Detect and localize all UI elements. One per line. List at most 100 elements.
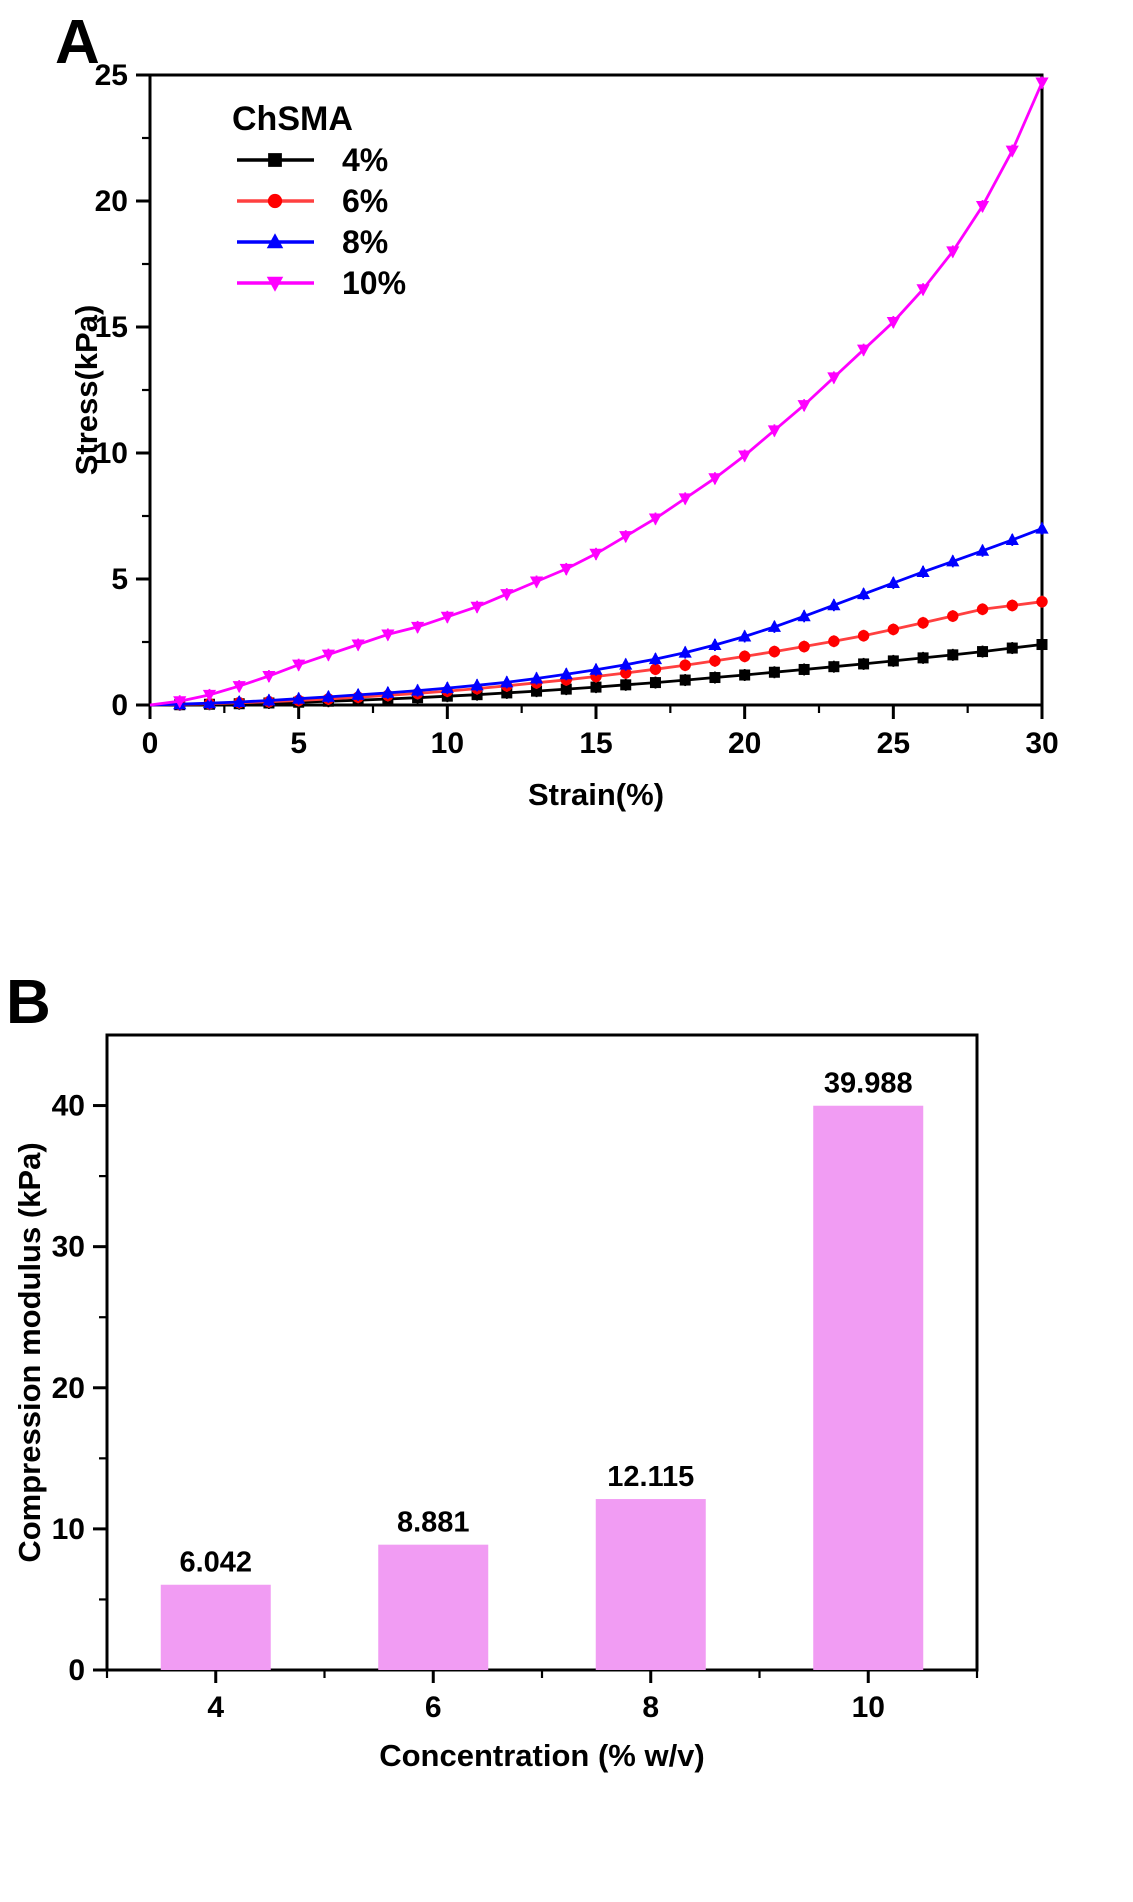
marker-triangle-up	[202, 696, 217, 709]
x-tick-label: 20	[728, 727, 761, 760]
series-6%	[149, 595, 1048, 711]
marker-triangle-up	[857, 587, 871, 600]
legend-title: ChSMA	[232, 100, 353, 138]
marker-triangle-up	[1005, 532, 1019, 545]
marker-triangle-up	[678, 645, 692, 658]
bar-6	[378, 1544, 489, 1670]
x-tick-label: 0	[142, 727, 159, 760]
axes-ticks: 0 10 20 30 40 4 6 8 10	[52, 1090, 979, 1724]
marker-triangle-up	[500, 675, 514, 688]
y-tick-label: 10	[52, 1513, 85, 1546]
marker-square	[590, 681, 602, 693]
marker-triangle-up	[827, 598, 841, 611]
marker-square	[1036, 639, 1048, 651]
marker-square	[858, 658, 870, 670]
marker-triangle-down	[946, 246, 960, 259]
marker-circle	[649, 663, 662, 675]
marker-triangle-down	[1005, 145, 1019, 158]
marker-triangle-down	[589, 548, 603, 561]
marker-triangle-down	[202, 689, 217, 702]
marker-triangle-up	[619, 657, 633, 670]
marker-square	[828, 661, 840, 673]
marker-triangle-up	[559, 667, 573, 680]
y-axis-title: Stress(kPa)	[69, 305, 104, 476]
marker-triangle-up	[529, 671, 544, 684]
marker-square	[768, 666, 780, 678]
marker-triangle-down	[975, 201, 990, 214]
marker-square	[947, 649, 959, 661]
marker-circle	[1006, 599, 1018, 612]
marker-circle	[828, 635, 840, 647]
marker-triangle-up	[916, 564, 930, 577]
series-line	[149, 82, 1044, 707]
marker-triangle-up	[470, 678, 484, 691]
legend-label: 4%	[342, 142, 388, 178]
marker-circle	[267, 193, 283, 209]
x-tick-label: 25	[877, 727, 910, 760]
marker-triangle-down	[232, 681, 246, 694]
marker-triangle-up	[351, 687, 365, 700]
marker-circle	[798, 640, 810, 653]
marker-square	[501, 687, 513, 699]
stress-strain-line-chart: 0 5 10 15 20 25 30 0 5 10 15 20 25 Strain(%) Stress(kP…	[69, 59, 1059, 812]
y-tick-label: 40	[52, 1090, 85, 1123]
x-tick-label: 5	[290, 727, 307, 760]
marker-circle	[887, 623, 900, 636]
marker-triangle-down	[351, 639, 365, 652]
y-tick-label: 10	[95, 437, 128, 470]
marker-triangle-up	[1035, 521, 1049, 534]
bar-value-label: 6.042	[179, 1547, 252, 1579]
marker-circle	[738, 650, 751, 663]
y-tick-label: 15	[95, 311, 128, 344]
y-tick-label: 20	[95, 185, 128, 218]
bar-value-label: 39.988	[824, 1068, 913, 1100]
marker-triangle-down	[381, 629, 395, 642]
marker-square	[887, 655, 899, 667]
marker-triangle-down	[262, 671, 276, 684]
marker-square	[917, 652, 929, 664]
marker-triangle-down	[738, 450, 752, 463]
marker-triangle-up	[381, 685, 395, 698]
bar-10	[813, 1105, 924, 1670]
marker-triangle-up	[411, 683, 425, 696]
marker-square	[679, 674, 691, 686]
marker-triangle-up	[648, 652, 663, 665]
marker-circle	[620, 667, 632, 679]
marker-triangle-down	[767, 425, 781, 438]
bar-8	[595, 1499, 706, 1670]
marker-triangle-down	[797, 400, 811, 413]
panel-b-label: B	[6, 968, 51, 1037]
marker-triangle-down	[857, 344, 871, 357]
y-tick-label: 30	[52, 1231, 85, 1264]
marker-square	[709, 672, 721, 684]
legend-label: 8%	[342, 224, 388, 260]
marker-circle	[1036, 595, 1048, 608]
legend: ChSMA 4% 6% 8% 10%	[232, 100, 406, 301]
compression-modulus-bar-chart: 0 10 20 30 40 4 6 8 10 6.042 8.881 12.115 39.988 Conc…	[12, 1033, 979, 1773]
marker-triangle-up	[232, 694, 246, 707]
marker-triangle-up	[262, 693, 276, 706]
marker-triangle-down	[470, 601, 484, 614]
marker-triangle-down	[648, 513, 663, 526]
marker-circle	[709, 655, 721, 667]
marker-square	[1006, 642, 1018, 654]
marker-triangle-down	[500, 589, 514, 602]
marker-triangle-down	[173, 696, 187, 709]
marker-triangle-up	[589, 662, 603, 675]
marker-triangle-down	[559, 563, 573, 576]
marker-triangle-up	[321, 689, 335, 702]
marker-triangle-down	[411, 621, 425, 634]
marker-triangle-down	[292, 659, 306, 672]
y-tick-label: 0	[111, 689, 128, 722]
marker-triangle-down	[1035, 77, 1049, 90]
marker-triangle-up	[975, 543, 990, 556]
bar-4	[160, 1584, 271, 1670]
marker-circle	[917, 617, 929, 629]
marker-square	[268, 153, 282, 167]
marker-triangle-down	[266, 276, 284, 292]
x-tick-label: 4	[207, 1691, 224, 1724]
marker-triangle-down	[708, 473, 722, 486]
x-tick-label: 10	[852, 1691, 885, 1724]
marker-triangle-up	[708, 638, 722, 651]
